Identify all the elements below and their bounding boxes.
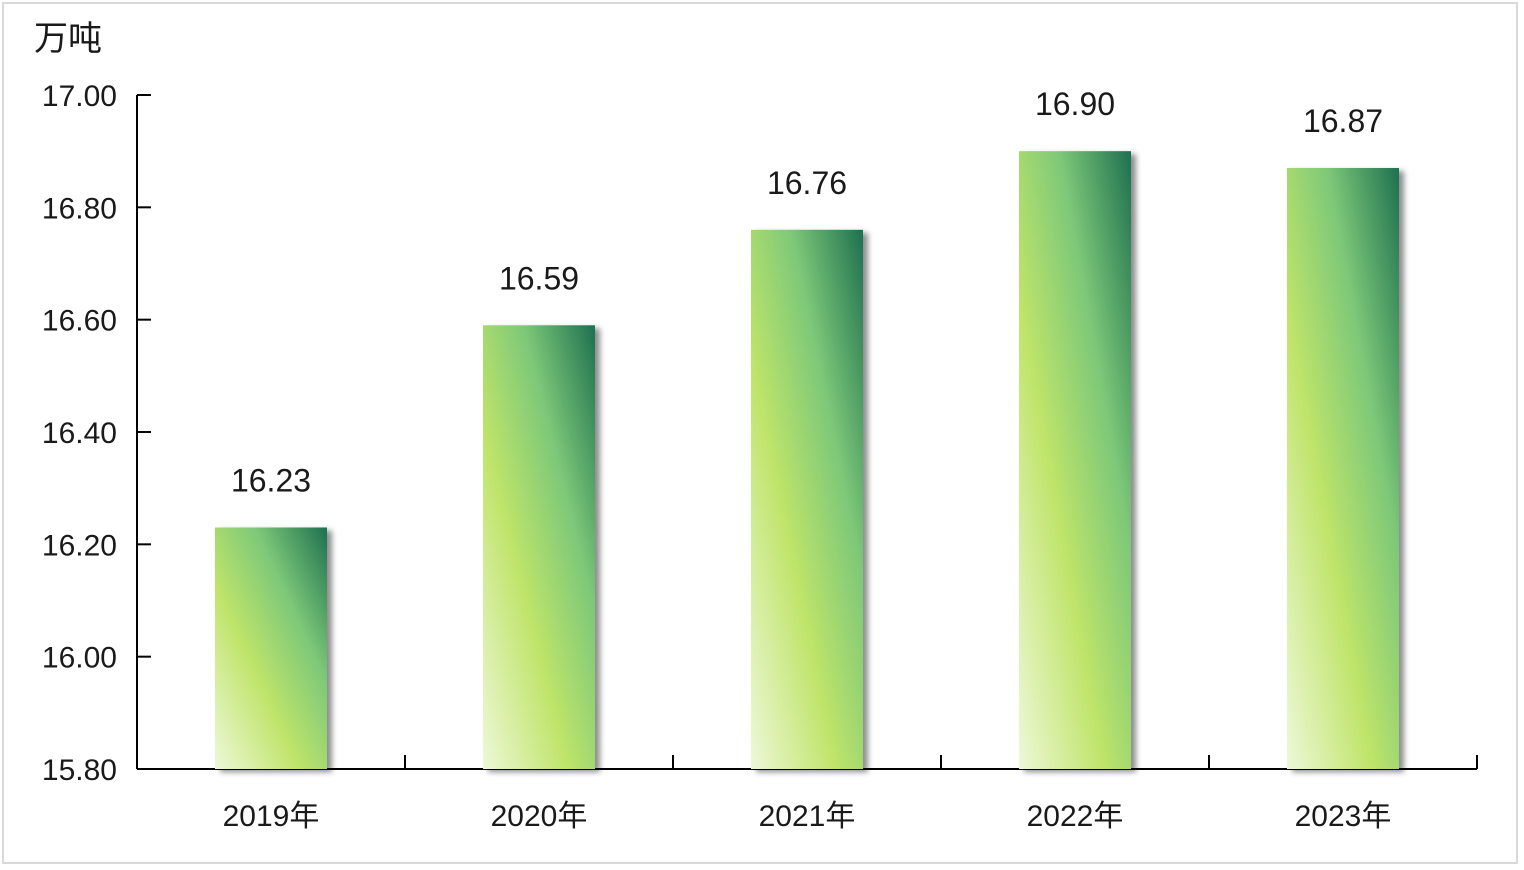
y-axis: 15.80 16.00 16.20 16.40 16.60 16.80 17.00	[42, 80, 151, 787]
y-tick-label: 17.00	[42, 80, 117, 113]
data-labels: 16.23 16.59 16.76 16.90 16.87	[231, 86, 1383, 498]
y-tick-label: 16.60	[42, 305, 117, 338]
y-tick-label: 15.80	[42, 754, 117, 787]
data-label: 16.87	[1303, 103, 1383, 139]
y-tick-label: 16.80	[42, 192, 117, 225]
bar	[483, 325, 595, 769]
x-tick-label: 2020年	[491, 800, 588, 833]
x-tick-label: 2022年	[1027, 800, 1124, 833]
x-tick-label: 2023年	[1295, 800, 1392, 833]
y-unit-label: 万吨	[34, 19, 102, 59]
y-tick-label: 16.00	[42, 642, 117, 675]
bar	[1019, 151, 1131, 769]
bars	[215, 151, 1399, 770]
bar	[751, 229, 863, 770]
x-tick-label: 2019年	[223, 800, 320, 833]
data-label: 16.76	[767, 165, 847, 201]
data-label: 16.90	[1035, 86, 1115, 122]
bar	[1287, 168, 1399, 769]
data-label: 16.23	[231, 462, 311, 498]
y-tick-label: 16.40	[42, 417, 117, 450]
x-tick-label: 2021年	[759, 800, 856, 833]
bar	[215, 527, 327, 769]
data-label: 16.59	[499, 260, 579, 296]
y-tick-label: 16.20	[42, 529, 117, 562]
